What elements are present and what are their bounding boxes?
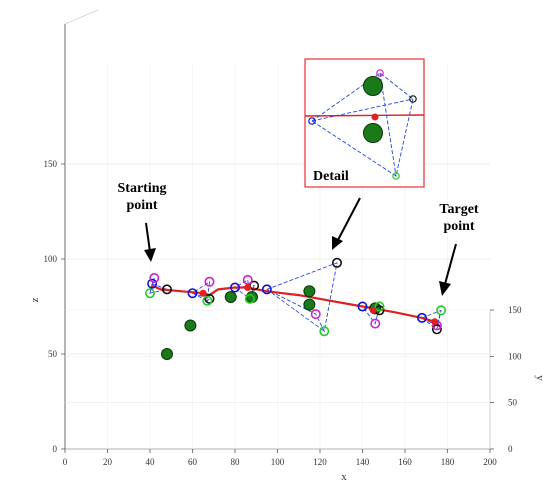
connector-polyline <box>266 262 338 333</box>
detail-waypoint <box>371 113 379 121</box>
detail-node-magenta <box>376 69 384 77</box>
node-green <box>244 293 255 304</box>
node-black <box>162 284 173 295</box>
z-tick-label: 150 <box>44 159 58 169</box>
y-tick-label: 150 <box>508 305 522 315</box>
obstacle <box>224 291 237 303</box>
connector-polyline <box>192 280 211 302</box>
detail-obstacle-upper <box>363 76 383 96</box>
planned-path <box>151 284 440 327</box>
node-blue <box>187 288 198 299</box>
start-label-line2: point <box>126 198 157 213</box>
obstacle <box>184 319 197 332</box>
waypoint <box>199 289 207 297</box>
node-black <box>431 324 442 335</box>
node-green <box>374 301 385 312</box>
target-arrow <box>439 243 457 296</box>
z-tick-label: 0 <box>53 444 58 454</box>
z-tick-labels: 0 50 100 150 <box>44 159 65 454</box>
detail-connector-c <box>379 72 397 177</box>
node-magenta <box>149 272 160 283</box>
detail-node-blue <box>308 117 316 125</box>
z-axis-label: z <box>29 297 41 302</box>
path-line <box>151 284 440 327</box>
obstacle <box>246 291 258 303</box>
obstacles <box>161 285 382 360</box>
obstacle <box>161 348 173 360</box>
node-green <box>436 305 447 316</box>
detail-inset: Detail <box>304 58 425 188</box>
node-blue <box>230 282 241 293</box>
node-magenta <box>310 309 321 320</box>
node-green <box>145 288 156 299</box>
x-tick-label: 0 <box>63 457 68 467</box>
detail-arrow <box>332 197 361 250</box>
x-tick-label: 80 <box>231 457 241 467</box>
x-tick-label: 180 <box>441 457 455 467</box>
y-tick-label: 50 <box>508 398 518 408</box>
z-tick-label: 100 <box>44 254 58 264</box>
detail-path-line <box>304 114 425 117</box>
red-waypoints <box>199 284 439 326</box>
target-label-line2: point <box>443 219 474 234</box>
detail-frame <box>304 58 425 188</box>
obstacle <box>303 285 316 298</box>
x-tick-label: 200 <box>483 457 497 467</box>
x-tick-label: 160 <box>398 457 412 467</box>
detail-obstacle-lower <box>363 123 383 143</box>
waypoint-nodes <box>145 257 447 337</box>
node-blue <box>416 312 427 323</box>
x-tick-label: 60 <box>188 457 198 467</box>
waypoint <box>244 284 252 291</box>
detail-connector-a <box>311 72 414 177</box>
detail-connector-b <box>311 98 414 122</box>
x-tick-labels: 0 20 40 60 80 100 120 140 160 180 200 <box>63 449 497 467</box>
node-blue <box>147 278 158 289</box>
x-tick-label: 140 <box>356 457 370 467</box>
x-tick-label: 40 <box>146 457 156 467</box>
detail-node-green <box>392 172 400 180</box>
x-axis-label: x <box>341 471 347 483</box>
node-magenta <box>370 318 381 329</box>
detail-label: Detail <box>313 169 349 184</box>
obstacle <box>303 298 316 311</box>
waypoint <box>369 306 377 314</box>
node-green <box>319 326 330 337</box>
node-black <box>331 257 342 268</box>
annotations: Starting point Target point <box>118 181 479 296</box>
x-tick-label: 20 <box>103 457 113 467</box>
start-arrow <box>144 222 156 262</box>
connector-diagonal <box>149 283 153 294</box>
gridlines <box>65 64 490 450</box>
z-tick-label: 50 <box>48 349 58 359</box>
node-blue <box>261 284 272 295</box>
node-magenta <box>204 276 215 287</box>
x-tick-label: 100 <box>271 457 285 467</box>
node-black <box>204 293 215 304</box>
start-label-line1: Starting <box>118 181 167 196</box>
connector-diagonal <box>421 309 442 319</box>
y-tick-label: 100 <box>508 351 522 361</box>
x-tick-label: 120 <box>313 457 327 467</box>
y-tick-labels: 0 50 100 150 <box>490 305 522 454</box>
y-axis-label: y <box>534 375 546 381</box>
target-label-line1: Target <box>439 202 478 217</box>
y-tick-label: 0 <box>508 444 513 454</box>
node-blue <box>357 301 368 312</box>
detail-node-black <box>409 95 417 103</box>
node-green <box>202 295 213 306</box>
waypoint <box>431 318 439 326</box>
